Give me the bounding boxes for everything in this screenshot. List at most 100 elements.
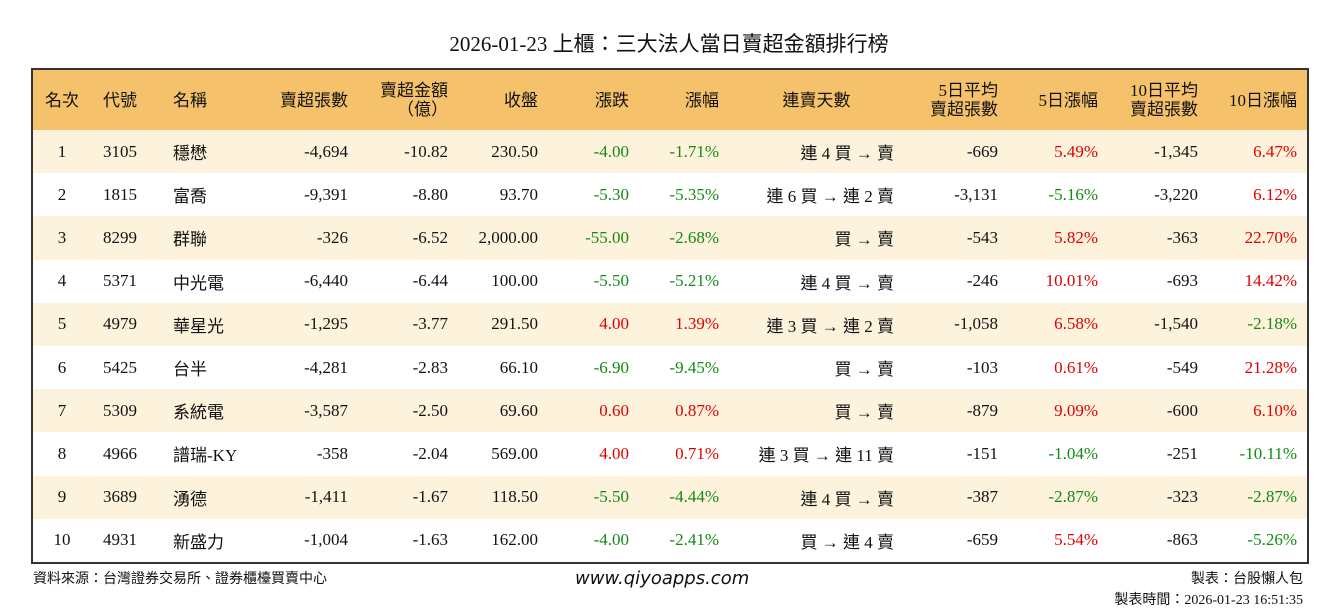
table-cell: -6.90 xyxy=(593,357,629,377)
table-cell: 5.54% xyxy=(1054,530,1098,550)
table-cell: 買 → 賣 xyxy=(834,230,895,250)
ranking-table: 名次 代號 名稱 賣超張數 賣超金額 （億） 收盤 漲跌 漲幅 連賣天數 5日平均 賣超張數 5日漲… xyxy=(31,68,1309,564)
table-cell: -8.80 xyxy=(412,184,448,204)
table-cell: -103 xyxy=(966,357,998,377)
table-cell: 2,000.00 xyxy=(478,227,539,247)
table-cell: 5309 xyxy=(103,400,137,420)
table-cell: -151 xyxy=(966,443,998,463)
table-cell: 連 3 買 → 連 11 賣 xyxy=(758,446,894,466)
table-cell: -1.67 xyxy=(412,487,448,507)
table-row: 7 5309 系統電 -3,587 -2.50 69.60 0.60 0.87% 買 → 賣 -8… xyxy=(32,389,1308,433)
table-cell: 連 3 買 → 連 2 賣 xyxy=(766,316,895,336)
table-cell: 162.00 xyxy=(491,530,538,550)
table-cell: 5425 xyxy=(103,357,137,377)
table-cell: -2.83 xyxy=(412,357,448,377)
header-row: 名次 代號 名稱 賣超張數 賣超金額 （億） 收盤 漲跌 漲幅 連賣天數 5日平均 賣超張數 5日漲… xyxy=(32,69,1308,130)
table-cell: -326 xyxy=(316,227,348,247)
table-cell: 0.71% xyxy=(675,443,719,463)
table-cell: 3 xyxy=(57,227,67,247)
column-header: 代號 xyxy=(103,90,137,110)
table-cell: -246 xyxy=(966,271,998,291)
table-cell: 0.60 xyxy=(599,400,629,420)
table-row: 4 5371 中光電 -6,440 -6.44 100.00 -5.50 -5.21% 連 4 … xyxy=(32,260,1308,303)
table-cell: 291.50 xyxy=(491,314,538,334)
table-cell: -55.00 xyxy=(585,227,629,247)
table-cell: 華星光 xyxy=(173,316,224,336)
table-cell: -10.82 xyxy=(404,141,448,161)
table-cell: -323 xyxy=(1166,487,1198,507)
table-cell: 9.09% xyxy=(1054,400,1098,420)
column-header: 名稱 xyxy=(173,90,207,110)
table-cell: -4,281 xyxy=(304,357,348,377)
table-cell: 6.12% xyxy=(1253,184,1297,204)
table-cell: -9.45% xyxy=(669,357,719,377)
table-cell: -6.44 xyxy=(412,271,448,291)
table-cell: 10.01% xyxy=(1045,271,1098,291)
table-cell: 2 xyxy=(57,184,67,204)
table-cell: -2.18% xyxy=(1247,314,1297,334)
table-cell: -1,411 xyxy=(304,487,348,507)
table-cell: 0.61% xyxy=(1054,357,1098,377)
table-cell: 新盛力 xyxy=(173,532,224,552)
table-cell: 3105 xyxy=(103,141,137,161)
table-cell: 1 xyxy=(57,141,67,161)
table-cell: -387 xyxy=(966,487,998,507)
table-cell: 6.58% xyxy=(1054,314,1098,334)
website: www.qiyoapps.com xyxy=(575,568,750,589)
column-header: 賣超張數 xyxy=(280,90,348,110)
table-cell: -879 xyxy=(966,400,998,420)
table-cell: 連 6 買 → 連 2 賣 xyxy=(766,187,895,207)
table-cell: -1,058 xyxy=(954,314,998,334)
table-cell: 14.42% xyxy=(1244,271,1297,291)
table-cell: 湧德 xyxy=(173,489,207,509)
table-cell: 1.39% xyxy=(675,314,719,334)
column-header: 賣超金額 （億） xyxy=(380,81,448,119)
table-cell: -1,345 xyxy=(1154,141,1198,161)
table-cell: -5.16% xyxy=(1048,184,1098,204)
table-cell: 連 4 買 → 賣 xyxy=(800,489,895,509)
table-cell: 4.00 xyxy=(599,443,629,463)
table-cell: -10.11% xyxy=(1239,443,1297,463)
table-cell: 台半 xyxy=(173,360,207,380)
table-cell: 4 xyxy=(57,271,67,291)
table-cell: -659 xyxy=(966,530,998,550)
table-cell: 6 xyxy=(57,357,67,377)
table-cell: 連 4 買 → 賣 xyxy=(800,273,895,293)
table-cell: 10 xyxy=(53,530,71,550)
table-cell: 8 xyxy=(57,443,67,463)
table-row: 8 4966 譜瑞-KY -358 -2.04 569.00 4.00 0.71% 連 3 買 … xyxy=(32,432,1308,475)
table-cell: -863 xyxy=(1166,530,1198,550)
table-cell: -1.63 xyxy=(412,530,448,550)
made-time: 製表時間：2026-01-23 16:51:35 xyxy=(1114,593,1303,608)
author: 製表：台股懶人包 xyxy=(1191,572,1303,587)
column-header: 收盤 xyxy=(504,90,538,110)
table-cell: 買 → 賣 xyxy=(834,403,895,423)
table-cell: 569.00 xyxy=(491,443,538,463)
table-cell: -4.00 xyxy=(593,530,629,550)
table-cell: 5.49% xyxy=(1054,141,1098,161)
table-cell: -358 xyxy=(316,443,348,463)
table-cell: 6.10% xyxy=(1253,400,1297,420)
column-header: 名次 xyxy=(45,90,79,110)
table-cell: -1,295 xyxy=(304,314,348,334)
column-header: 10日漲幅 xyxy=(1229,90,1297,110)
table-cell: 連 4 買 → 賣 xyxy=(800,144,895,164)
table-cell: -6.52 xyxy=(412,227,448,247)
table-cell: 8299 xyxy=(103,227,137,247)
table-cell: -1.71% xyxy=(669,141,719,161)
table-cell: -251 xyxy=(1166,443,1198,463)
table-cell: -1.04% xyxy=(1048,443,1098,463)
table-cell: -543 xyxy=(966,227,998,247)
table-cell: 0.87% xyxy=(675,400,719,420)
table-cell: -4.44% xyxy=(669,487,719,507)
table-row: 10 4931 新盛力 -1,004 -1.63 162.00 -4.00 -2.41% 買 →… xyxy=(32,519,1308,563)
table-cell: -3,131 xyxy=(954,184,998,204)
table-cell: 群聯 xyxy=(173,230,207,250)
table-cell: -9,391 xyxy=(304,184,348,204)
column-header: 10日平均 賣超張數 xyxy=(1130,81,1198,119)
table-cell: 69.60 xyxy=(499,400,538,420)
source: 資料來源：台灣證券交易所、證券櫃檯買賣中心 xyxy=(33,572,327,587)
table-cell: 4.00 xyxy=(599,314,629,334)
table-cell: -4,694 xyxy=(304,141,348,161)
